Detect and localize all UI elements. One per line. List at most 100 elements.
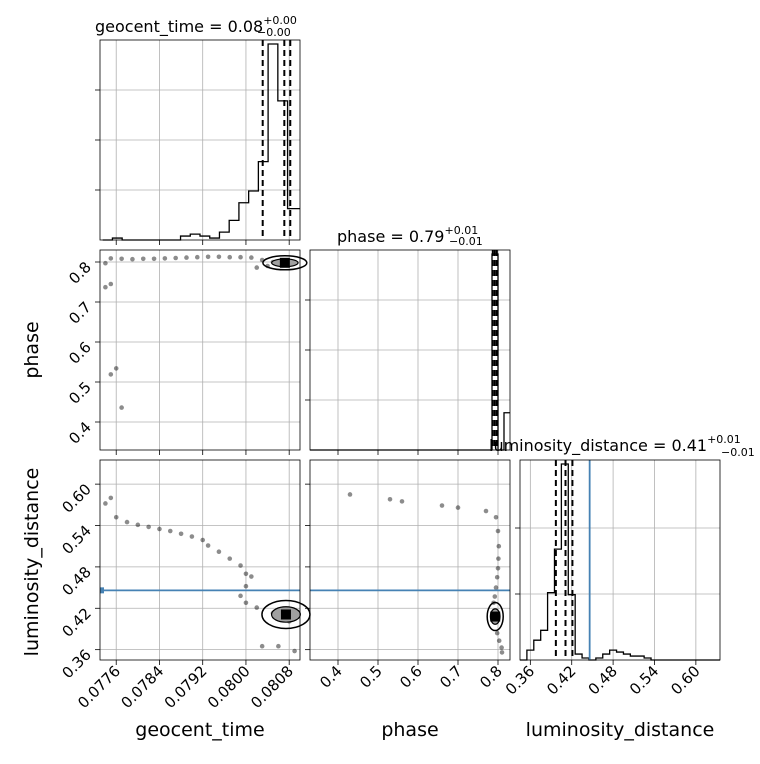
panel-phase-hist-histogram <box>310 253 510 451</box>
panel-time-distance-yticklabel-2: 0.48 <box>58 563 94 599</box>
panel-time-distance-sample-14 <box>238 563 243 568</box>
panel-time-distance-sample-19 <box>243 600 249 606</box>
panel-phase-distance-xticklabel-1: 0.5 <box>356 662 386 692</box>
panel-time-distance-sample-5 <box>146 524 151 530</box>
xlabel-phase: phase <box>381 719 438 741</box>
panel-time-phase-sample-25 <box>103 260 108 266</box>
panel-distance-hist-xticklabel-4: 0.60 <box>667 662 703 698</box>
title-phase: phase = 0.79+0.01 <box>337 224 478 246</box>
panel-time-phase-contour-outer <box>262 255 308 271</box>
panel-phase-distance-xticklabel-4: 0.8 <box>476 662 506 692</box>
xlabel-geocent-time: geocent_time <box>135 719 264 741</box>
panel-time-distance-sample-6 <box>157 526 162 532</box>
panel-phase-distance-density-peak <box>490 611 501 622</box>
panel-time-phase-frame <box>99 249 301 451</box>
panel-phase-distance-sample-6 <box>493 514 499 520</box>
panel-time-phase-sample-7 <box>184 255 189 260</box>
panel-phase-distance-sample-12 <box>493 585 499 590</box>
panel-time-distance-frame <box>99 459 301 661</box>
panel-time-distance-truth-marker <box>100 587 104 594</box>
panel-time-distance-xticklabel-4: 0.0808 <box>247 662 297 712</box>
panel-phase-distance-frame <box>309 459 511 661</box>
panel-time-distance-sample-24 <box>292 648 297 654</box>
panel-time-distance-sample-20 <box>254 605 260 610</box>
panel-phase-distance-sample-4 <box>455 505 461 510</box>
panel-time-distance-sample-25 <box>259 643 265 649</box>
panel-phase-distance-sample-0 <box>347 492 353 497</box>
panel-time-distance-sample-15 <box>243 571 249 577</box>
panel-phase-distance-contour-outer <box>486 601 504 632</box>
panel-time-phase-sample-2 <box>130 256 135 262</box>
panel-phase-distance-sample-16 <box>494 630 500 636</box>
panel-time-phase-sample-24 <box>119 405 124 410</box>
panel-phase-distance-grid <box>310 460 510 660</box>
panel-time-phase-sample-12 <box>238 254 243 260</box>
xlabel-luminosity-distance: luminosity_distance <box>526 719 715 741</box>
panel-time-phase-sample-9 <box>205 254 211 260</box>
panel-time-distance-yticklabel-1: 0.42 <box>58 604 94 640</box>
panel-phase-distance-sample-3 <box>439 503 445 508</box>
panel-time-distance-sample-12 <box>216 549 222 555</box>
panel-phase-distance-sample-19 <box>499 650 505 655</box>
panel-phase-distance-sample-7 <box>495 528 501 534</box>
panel-time-phase-density-peak <box>279 257 290 268</box>
panel-phase-distance-xticklabel-2: 0.6 <box>396 662 426 692</box>
panel-time-distance-sample-0 <box>108 495 114 501</box>
ylabel-luminosity-distance: luminosity_distance <box>21 468 43 657</box>
title-luminosity-distance: luminosity_distance = 0.41+0.01 <box>489 433 741 456</box>
panel-time-phase-samples <box>103 254 297 410</box>
panel-time-phase-sample-10 <box>216 254 222 260</box>
panel-time-phase-yticklabel-0: 0.4 <box>65 418 95 448</box>
panel-time-phase-sample-19 <box>254 265 260 270</box>
panel-time-phase-sample-23 <box>108 372 114 377</box>
panel-time-distance-sample-16 <box>249 574 254 579</box>
panel-time-distance-xticklabel-2: 0.0792 <box>161 662 211 712</box>
panel-time-distance-sample-18 <box>238 593 243 599</box>
panel-time-phase-sample-4 <box>151 256 157 262</box>
ylabel-phase: phase <box>21 321 43 378</box>
panel-phase-distance-xticklabel-3: 0.7 <box>436 662 466 692</box>
panel-time-phase-yticklabel-4: 0.8 <box>65 258 95 288</box>
panel-time-distance-density-peak <box>280 609 291 620</box>
panel-time-distance-sample-13 <box>227 556 233 561</box>
panel-phase-distance-sample-13 <box>492 594 498 599</box>
panel-time-phase-sample-3 <box>140 256 146 262</box>
panel-time-distance-sample-3 <box>124 519 130 525</box>
panel-distance-hist-xticklabel-1: 0.42 <box>543 662 579 698</box>
panel-time-distance-sample-23 <box>276 643 281 649</box>
panel-time-phase-sample-11 <box>227 254 233 260</box>
panel-phase-distance-sample-8 <box>496 543 502 549</box>
panel-time-distance-sample-9 <box>189 534 195 539</box>
title-phase-sub: −0.01 <box>449 235 483 248</box>
panel-time-phase-sample-22 <box>113 366 119 371</box>
panel-distance-hist-xticklabel-2: 0.48 <box>585 662 621 698</box>
title-geocent-time-sub: −0.00 <box>257 26 291 39</box>
panel-time-distance-sample-17 <box>243 583 249 589</box>
panel-time-phase-sample-0 <box>108 256 114 261</box>
panel-phase-distance-sample-18 <box>499 645 504 650</box>
panel-time-phase-yticklabel-2: 0.6 <box>65 338 95 368</box>
panel-time-phase-sample-6 <box>173 255 178 261</box>
panel-time-distance-xticklabel-1: 0.0784 <box>117 662 167 712</box>
panel-distance-hist-frame <box>519 459 721 661</box>
panel-time-phase-sample-21 <box>103 284 108 290</box>
panel-phase-distance-xticklabel-0: 0.4 <box>316 662 346 692</box>
panel-time-phase-grid <box>100 250 300 450</box>
panel-phase-distance-sample-2 <box>399 499 405 504</box>
panel-phase-distance-sample-9 <box>496 556 501 561</box>
panel-time-phase-sample-8 <box>194 254 200 260</box>
panel-time-distance-sample-2 <box>113 514 119 520</box>
panel-time-distance-sample-8 <box>178 531 184 537</box>
panel-distance-hist-histogram <box>520 463 720 661</box>
panel-time-phase-sample-1 <box>119 256 124 262</box>
panel-phase-distance-sample-5 <box>483 508 489 514</box>
panel-time-distance-sample-7 <box>167 528 173 534</box>
panel-phase-distance-sample-10 <box>495 565 501 571</box>
panel-geocent-time-hist-histogram <box>102 43 300 241</box>
panel-phase-hist-grid <box>310 250 510 450</box>
panel-distance-hist-grid <box>520 460 720 660</box>
title-geocent-time: geocent_time = 0.08+0.00 <box>95 14 297 37</box>
panel-time-distance-yticklabel-3: 0.54 <box>58 522 94 558</box>
panel-time-distance-sample-1 <box>103 501 108 506</box>
